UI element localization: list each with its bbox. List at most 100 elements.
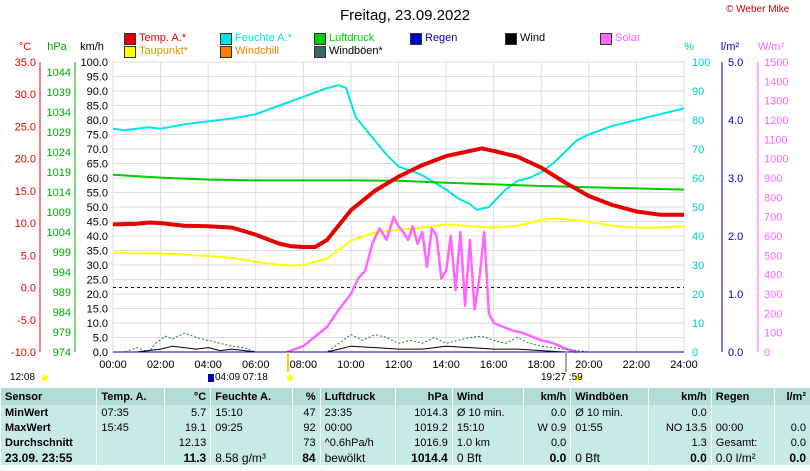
legend-label: Windchill [235,45,280,57]
table-header-row: Sensor Temp. A. °C Feuchte A.% Luftdruck hPa W… [0,388,810,405]
timebar-marker [575,375,581,381]
table-cell: 1016.9 [394,435,453,450]
pressure-axis-tick-label: 974 [53,347,71,359]
copyright-label: © Weber Mike [726,4,790,15]
temp-axis-tick-label: 0.0 [21,283,36,295]
wind-axis-tick-label: 80.0 [87,115,108,127]
temp-axis-tick-label: 25.0 [15,121,36,133]
table-cell: 0.0 [774,420,810,435]
table-cell: Ø 10 min. [570,405,649,420]
rain-axis-tick-label: 5.0 [728,57,743,69]
table-header-cell: Regen [710,388,775,405]
wind-axis-tick-label: 85.0 [87,101,108,113]
table-header-cell: hPa [394,388,453,405]
temp-axis-tick-label: 5.0 [21,250,36,262]
table-cell [96,435,165,450]
pressure-axis-tick-label: 1009 [47,207,71,219]
x-axis-tick-label: 20:00 [575,359,603,371]
timebar-marker [42,375,48,381]
table-cell [710,405,775,420]
timebar-marker [208,374,214,382]
table-cell: 0.0 [648,450,712,465]
solar-axis-tick-label: 200 [764,308,782,320]
temp-axis-tick-label: 30.0 [15,89,36,101]
solar-axis-tick-label: 100 [764,328,782,340]
legend-label: Taupunkt* [139,45,188,57]
humidity-axis-tick-label: 30 [692,260,704,272]
humidity-axis-tick-label: 60 [692,173,704,185]
humidity-axis-tick-label: 90 [692,86,704,98]
wind-axis-tick-label: 60.0 [87,173,108,185]
x-axis-tick-label: 00:00 [99,359,127,371]
legend-label: Temp. A.* [139,32,187,44]
humidity-axis-tick-label: 80 [692,115,704,127]
series-line-windb-en [113,332,684,353]
temp-axis-tick-label: -5.0 [17,315,36,327]
pressure-axis-tick-label: 1019 [47,167,71,179]
humidity-axis-unit: % [684,41,694,53]
wind-axis-tick-label: 70.0 [87,144,108,156]
legend-label: Windböen* [329,45,383,57]
table-header-cell: Wind [451,388,524,405]
table-cell: 15:45 [96,420,165,435]
wind-axis-tick-label: 10.0 [87,318,108,330]
wind-axis-tick-label: 5.0 [93,333,108,345]
solar-axis-tick-label: 1500 [764,57,788,69]
solar-axis-tick-label: 800 [764,192,782,204]
series-line-taupunkt [112,217,685,267]
temp-axis-tick-label: 15.0 [15,186,36,198]
table-cell: 0 Bft [451,450,524,465]
table-cell: 1014.3 [394,405,453,420]
solar-axis-tick-label: 0 [764,347,770,359]
legend-swatch [220,33,232,45]
humidity-axis-tick-label: 0 [692,347,698,359]
wind-axis-unit: km/h [80,41,104,53]
table-header-cell: km/h [648,388,712,405]
temp-axis-tick-label: -10.0 [11,347,36,359]
table-cell: 5.7 [164,405,211,420]
pressure-axis-tick-label: 979 [53,327,71,339]
wind-axis-tick-label: 20.0 [87,289,108,301]
solar-axis-tick-label: 1300 [764,96,788,108]
x-axis-tick-label: 22:00 [623,359,651,371]
legend-swatch [314,46,326,58]
table-cell: 1019.2 [394,420,453,435]
table-cell: 00:00 [710,420,775,435]
table-row: Durchschnitt 12.13 73 ^0.6hPa/h 1016.9 1.0 km… [0,435,810,450]
rain-axis-tick-label: 1.0 [728,289,743,301]
wind-axis-tick-label: 45.0 [87,217,108,229]
pressure-axis-tick-label: 1034 [47,107,71,119]
rain-axis-tick-label: 0.0 [728,347,743,359]
solar-axis-tick-label: 900 [764,173,782,185]
wind-axis-tick-label: 90.0 [87,86,108,98]
legend-label: Feuchte A.* [235,32,292,44]
timebar-marker [287,375,293,381]
x-axis-tick-label: 10:00 [337,359,365,371]
rain-axis-unit: l/m² [721,41,740,53]
x-axis-tick-label: 18:00 [527,359,555,371]
table-cell: 00:00 [319,420,396,435]
wind-axis-tick-label: 15.0 [87,304,108,316]
table-header-cell: Windböen [570,388,649,405]
humidity-axis-tick-label: 50 [692,202,704,214]
wind-axis-tick-label: 0.0 [93,347,108,359]
timebar-mid-label: 04:09 07:18 [215,372,268,383]
chart-title: Freitag, 23.09.2022 [339,7,471,24]
table-cell: 23.09. 23:55 [0,450,97,465]
table-cell: 0.0 l/m² [710,450,775,465]
wind-axis-tick-label: 50.0 [87,202,108,214]
series-line-luftdruck [112,173,685,191]
solar-axis-tick-label: 1100 [764,134,788,146]
solar-axis-tick-label: 500 [764,250,782,262]
pressure-axis-tick-label: 1004 [47,227,71,239]
table-cell: 8.58 g/m³ [210,450,293,465]
wind-axis-tick-label: 65.0 [87,159,108,171]
table-row: MaxWert 15:45 19.1 09:25 92 00:00 1019.2 15:10 W… [0,420,810,435]
solar-axis-tick-label: 1200 [764,115,788,127]
table-header-cell: Temp. A. [96,388,165,405]
solar-axis-tick-label: 600 [764,231,782,243]
solar-axis-tick-label: 700 [764,212,782,224]
table-cell: 47 [291,405,321,420]
x-axis-tick-label: 16:00 [480,359,508,371]
table-cell: 23:35 [319,405,396,420]
